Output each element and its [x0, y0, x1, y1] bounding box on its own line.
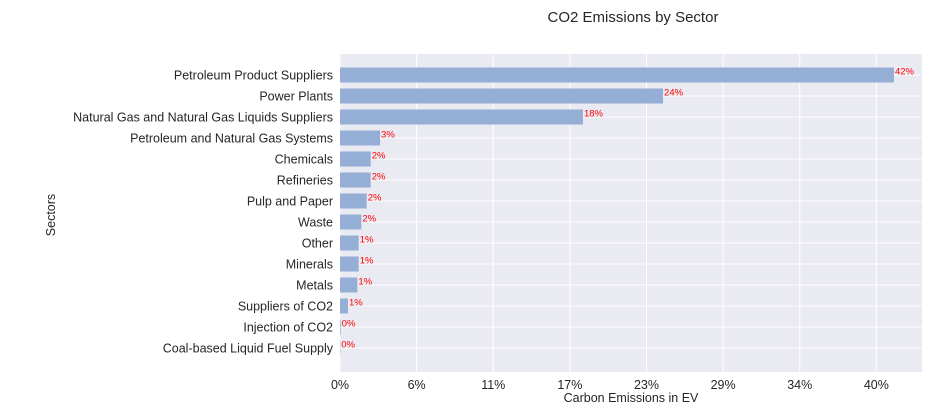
bar-data-label: 18% [584, 109, 604, 120]
y-tick-labels: Petroleum Product Suppliers Power Plants N… [73, 69, 334, 356]
bar [340, 193, 367, 209]
y-tick-label: Minerals [286, 258, 333, 272]
y-axis-label: Sectors [44, 194, 58, 236]
bar [340, 256, 359, 272]
y-tick-label: Other [302, 237, 333, 251]
y-tick-label: Petroleum Product Suppliers [174, 69, 333, 83]
x-tick-label: 29% [711, 378, 736, 392]
bar-data-label: 24% [664, 88, 684, 99]
plot-area [340, 54, 922, 372]
x-tick-label: 34% [787, 378, 812, 392]
bar-data-label: 1% [358, 277, 372, 288]
bars [340, 67, 894, 356]
bar [340, 109, 583, 125]
bar-data-label: 0% [342, 319, 356, 330]
y-tick-label: Refineries [277, 174, 333, 188]
x-tick-label: 17% [557, 378, 582, 392]
x-tick-labels: 0% 6% 11% 17% 23% 29% 34% 40% [331, 378, 889, 392]
x-tick-label: 40% [864, 378, 889, 392]
y-tick-label: Natural Gas and Natural Gas Liquids Supp… [73, 111, 333, 125]
x-tick-label: 11% [481, 378, 505, 392]
bar [340, 151, 371, 167]
grid-lines [339, 54, 922, 372]
bar-data-label: 2% [362, 214, 376, 225]
bar-data-label: 1% [349, 298, 363, 309]
bar [340, 214, 362, 230]
y-tick-label: Coal-based Liquid Fuel Supply [163, 342, 334, 356]
y-tick-label: Power Plants [259, 90, 333, 104]
bar-data-label: 1% [360, 256, 374, 267]
y-tick-label: Injection of CO2 [243, 321, 333, 335]
bar [340, 277, 358, 293]
x-tick-label: 6% [408, 378, 426, 392]
chart-title: CO2 Emissions by Sector [548, 9, 719, 26]
bar [340, 130, 381, 146]
x-tick-label: 23% [634, 378, 659, 392]
x-tick-label: 0% [331, 378, 349, 392]
bar-data-label: 2% [368, 193, 382, 204]
y-tick-label: Petroleum and Natural Gas Systems [130, 132, 333, 146]
bar-data-label: 1% [360, 235, 374, 246]
data-labels: 42% 24% 18% 3% 2% 2% 2% 2% 1% 1% 1% 1% 0% 0% [341, 67, 914, 351]
y-tick-label: Pulp and Paper [247, 195, 333, 209]
bar [340, 319, 341, 335]
bar [340, 67, 894, 83]
bar-data-label: 2% [372, 172, 386, 183]
y-tick-label: Suppliers of CO2 [238, 300, 333, 314]
bar-data-label: 0% [341, 340, 355, 351]
bar-data-label: 2% [372, 151, 386, 162]
bar-data-label: 3% [381, 130, 395, 141]
y-tick-label: Metals [296, 279, 333, 293]
bar [340, 88, 664, 104]
bar [340, 172, 371, 188]
bar [340, 235, 359, 251]
y-tick-label: Chemicals [275, 153, 333, 167]
bar [340, 298, 349, 314]
y-tick-label: Waste [298, 216, 333, 230]
bar-data-label: 42% [895, 67, 915, 78]
x-axis-label: Carbon Emissions in EV [564, 391, 699, 405]
